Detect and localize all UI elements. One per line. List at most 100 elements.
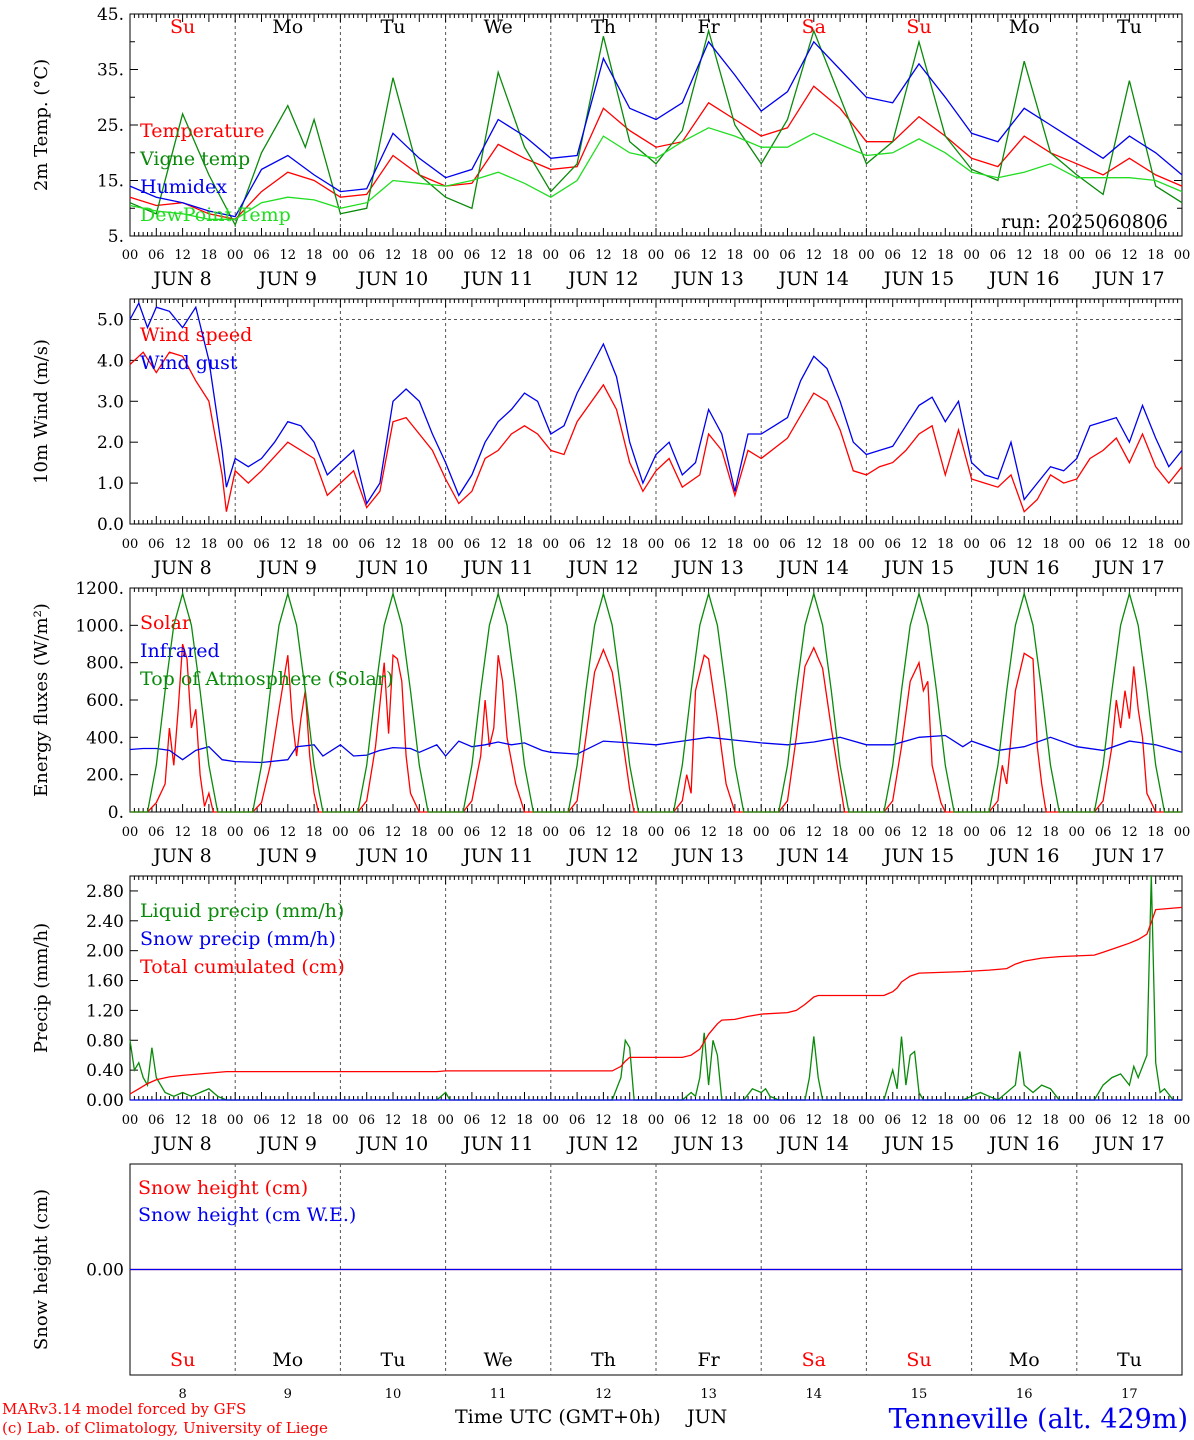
- hour-label: 00: [963, 537, 980, 552]
- weekday-label: Tu: [1117, 1349, 1142, 1371]
- hour-label: 12: [490, 248, 507, 263]
- date-label: JUN 17: [1092, 557, 1164, 579]
- panel-5: 0.00 Snow height (cm) Snow height (cm) Snow…: [31, 1163, 1183, 1402]
- date-label: JUN 16: [987, 557, 1059, 579]
- hour-label: 00: [332, 248, 349, 263]
- hour-label: 06: [1095, 825, 1112, 840]
- date-label: JUN 13: [671, 557, 743, 579]
- legend-entry: Humidex: [140, 176, 227, 198]
- series-line-infrared: [129, 734, 1183, 764]
- date-label: JUN 15: [882, 845, 954, 867]
- panel-1: 45. 35. 25. 15. 5. 2m Temp. (°C) Temperature Vi…: [31, 5, 1190, 290]
- hour-label: 12: [1121, 1113, 1138, 1128]
- hour-label: 12: [1016, 1113, 1033, 1128]
- hour-label: 12: [911, 1113, 928, 1128]
- hour-label: 06: [990, 825, 1007, 840]
- date-label: JUN 10: [356, 1133, 428, 1155]
- weekday-label: We: [484, 1349, 513, 1371]
- y-tick-label: 0.80: [86, 1031, 124, 1051]
- y-tick-label: 2.00: [86, 942, 124, 962]
- y-axis-label: 2m Temp. (°C): [31, 59, 52, 191]
- hour-label: 00: [753, 537, 770, 552]
- series-line-solar: [130, 643, 1182, 813]
- series-line-dewpoint-temp: [129, 127, 1183, 220]
- date-label: JUN 10: [356, 557, 428, 579]
- hour-label: 00: [332, 1113, 349, 1128]
- hour-label: 18: [516, 825, 533, 840]
- hour-label: 18: [516, 537, 533, 552]
- date-label: JUN 8: [151, 268, 211, 290]
- day-number-label: 16: [1016, 1387, 1033, 1402]
- series-line-total-cumulated-cm-: [129, 906, 1183, 1095]
- y-tick-label: 4.0: [97, 351, 124, 371]
- hour-label: 12: [280, 825, 297, 840]
- date-label: JUN 10: [356, 845, 428, 867]
- hour-label: 06: [884, 825, 901, 840]
- hour-label: 00: [543, 248, 560, 263]
- hour-label: 12: [385, 1113, 402, 1128]
- hour-label: 18: [1042, 825, 1059, 840]
- hour-label: 00: [963, 1113, 980, 1128]
- date-label: JUN 17: [1092, 268, 1164, 290]
- hour-label: 06: [569, 248, 586, 263]
- day-number-label: 11: [490, 1387, 507, 1402]
- date-label: JUN 12: [566, 845, 638, 867]
- hour-label: 00: [122, 537, 139, 552]
- date-label: JUN 15: [882, 268, 954, 290]
- y-tick-label: 0.00: [86, 1091, 124, 1111]
- series-line-wind-gust: [129, 301, 1183, 506]
- day-number-label: 12: [595, 1387, 612, 1402]
- hour-label: 12: [595, 248, 612, 263]
- hour-label: 06: [148, 248, 165, 263]
- day-number-label: 17: [1121, 1387, 1138, 1402]
- legend-entry: Total cumulated (cm): [140, 956, 345, 978]
- hour-label: 06: [674, 248, 691, 263]
- hour-label: 06: [148, 1113, 165, 1128]
- hour-label: 00: [1069, 537, 1086, 552]
- date-label: JUN 9: [257, 845, 317, 867]
- hour-label: 18: [411, 1113, 428, 1128]
- legend-entry: DewPoint Temp: [140, 204, 291, 226]
- series-line-vigne-temp: [129, 28, 1183, 227]
- hour-label: 00: [543, 537, 560, 552]
- station-name: Tenneville (alt. 429m): [889, 1404, 1188, 1435]
- date-label: JUN 11: [461, 268, 533, 290]
- date-label: JUN 14: [777, 1133, 849, 1155]
- legend-entry: Snow height (cm): [138, 1177, 308, 1199]
- hour-label: 06: [464, 537, 481, 552]
- hour-label: 00: [753, 248, 770, 263]
- hour-label: 06: [253, 1113, 270, 1128]
- hour-label: 18: [832, 537, 849, 552]
- y-tick-label: 2.40: [86, 912, 124, 932]
- y-tick-label: 0.40: [86, 1061, 124, 1081]
- hour-label: 00: [858, 248, 875, 263]
- panels: 45. 35. 25. 15. 5. 2m Temp. (°C) Temperature Vi…: [31, 5, 1190, 1402]
- hour-label: 00: [122, 825, 139, 840]
- hour-label: 00: [1069, 825, 1086, 840]
- date-label: JUN 11: [461, 845, 533, 867]
- hour-label: 12: [700, 1113, 717, 1128]
- hour-label: 00: [1069, 1113, 1086, 1128]
- hour-label: 06: [884, 248, 901, 263]
- hour-label: 00: [753, 825, 770, 840]
- legend-entry: Vigne temp: [139, 148, 250, 170]
- hour-label: 00: [858, 1113, 875, 1128]
- hour-label: 18: [727, 248, 744, 263]
- date-label: JUN 14: [777, 268, 849, 290]
- hour-label: 06: [358, 248, 375, 263]
- weekday-label: Su: [170, 16, 195, 38]
- hour-label: 00: [1174, 825, 1191, 840]
- weekday-label: Th: [591, 1349, 616, 1371]
- hour-label: 18: [727, 537, 744, 552]
- hour-label: 12: [911, 825, 928, 840]
- y-tick-label: 1200.: [75, 579, 124, 599]
- hour-label: 06: [884, 1113, 901, 1128]
- hour-label: 00: [437, 248, 454, 263]
- hour-label: 06: [674, 825, 691, 840]
- hour-label: 18: [727, 825, 744, 840]
- date-label: JUN 17: [1092, 1133, 1164, 1155]
- hour-label: 18: [727, 1113, 744, 1128]
- weekday-label: Tu: [381, 16, 406, 38]
- y-tick-label: 0.0: [97, 515, 124, 535]
